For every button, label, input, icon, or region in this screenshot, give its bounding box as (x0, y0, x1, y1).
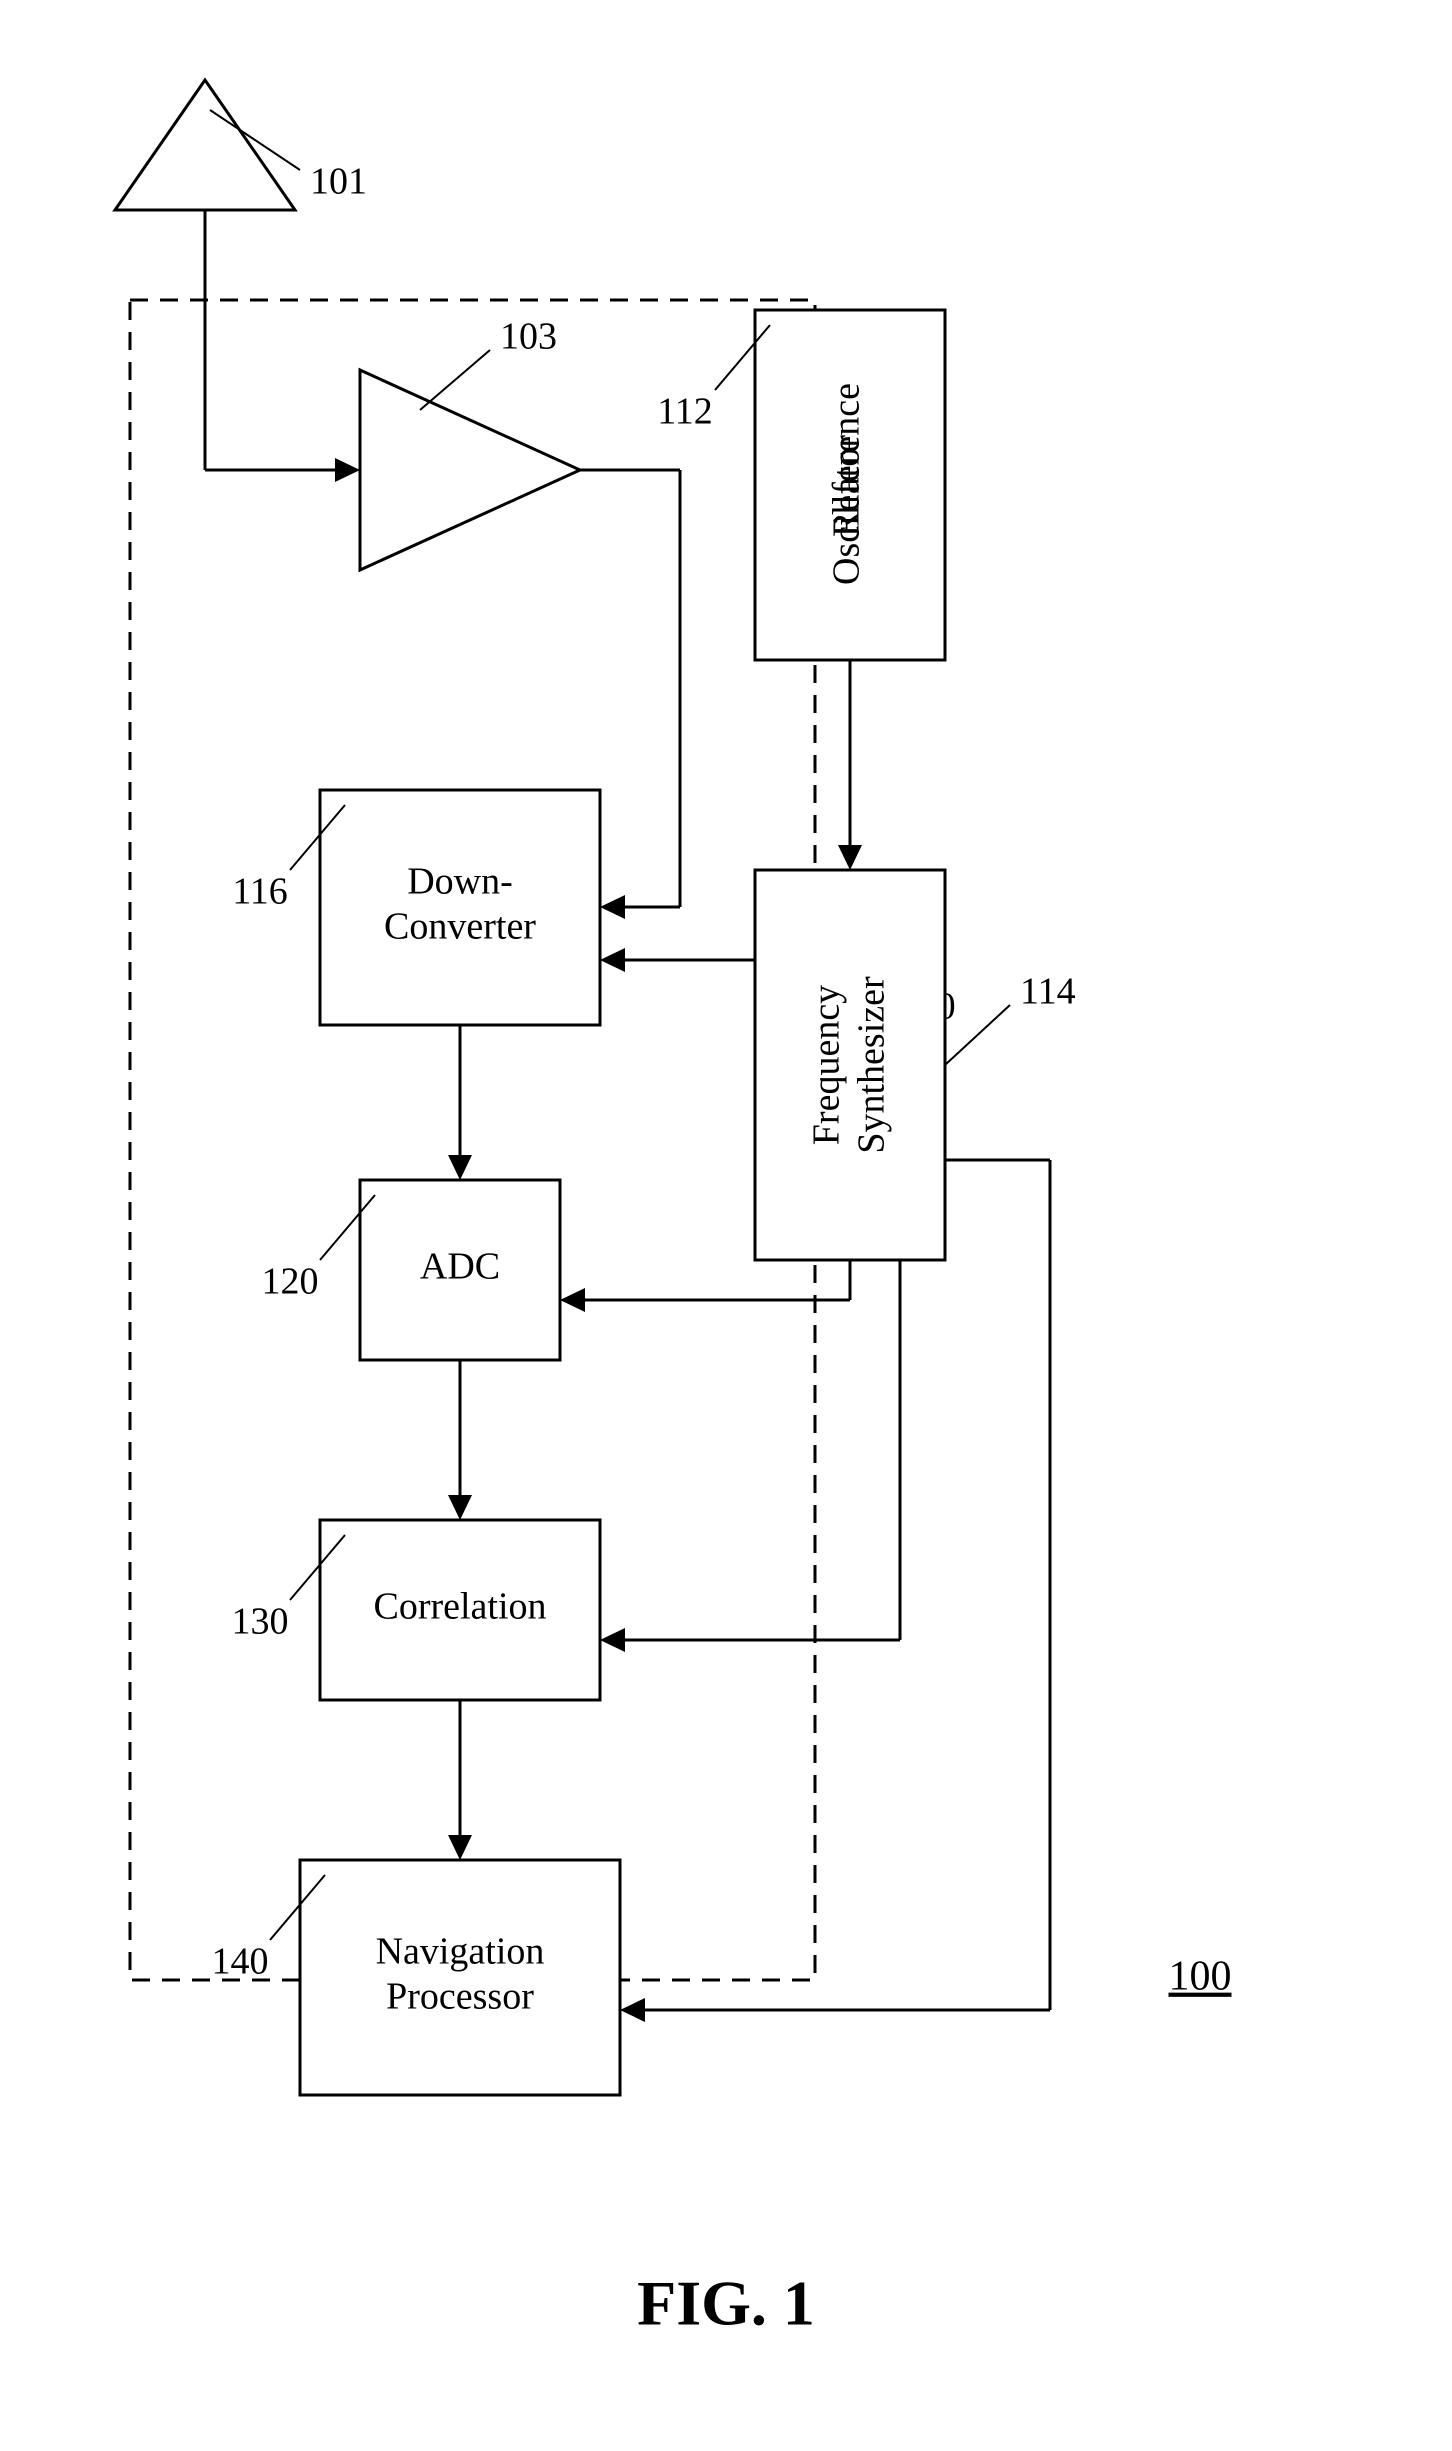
wire-fs-to-dc (600, 948, 755, 972)
wire-corr-to-nav (448, 1700, 472, 1860)
ref-101: 101 (310, 161, 367, 203)
ref-114: 114 (1020, 971, 1076, 1013)
ref-112: 112 (657, 391, 713, 433)
ref-103: 103 (500, 316, 557, 358)
figure-label: FIG. 1 (637, 2268, 815, 2339)
down-converter-label-2: Converter (384, 906, 536, 948)
wire-fs-to-corr (600, 1260, 900, 1652)
nav-processor-label-2: Processor (386, 1976, 534, 2018)
adc-label: ADC (420, 1246, 500, 1288)
ref-116: 116 (232, 871, 288, 913)
antenna-icon (115, 80, 360, 482)
wire-adc-to-corr (448, 1360, 472, 1520)
leader-103 (420, 350, 490, 410)
ref-140: 140 (212, 1941, 269, 1983)
freq-synth-label-2: Synthesizer (851, 976, 893, 1154)
freq-synth-label-1: Frequency (806, 985, 848, 1145)
nav-processor-label-1: Navigation (376, 1931, 545, 1973)
wire-dc-to-adc (448, 1025, 472, 1180)
wire-fs-to-adc (560, 1260, 850, 1312)
rf-front-end-group (130, 300, 815, 1980)
wire-fs-to-nav (620, 1160, 1050, 2022)
correlation-label: Correlation (373, 1586, 546, 1628)
ref-130: 130 (232, 1601, 289, 1643)
ref-osc-label-2: Oscillator (826, 435, 868, 585)
amplifier-icon (360, 370, 580, 570)
system-ref: 100 (1169, 1954, 1232, 2000)
ref-120: 120 (262, 1261, 319, 1303)
down-converter-label-1: Down- (407, 861, 513, 903)
wire-refosc-to-fs (838, 660, 862, 870)
